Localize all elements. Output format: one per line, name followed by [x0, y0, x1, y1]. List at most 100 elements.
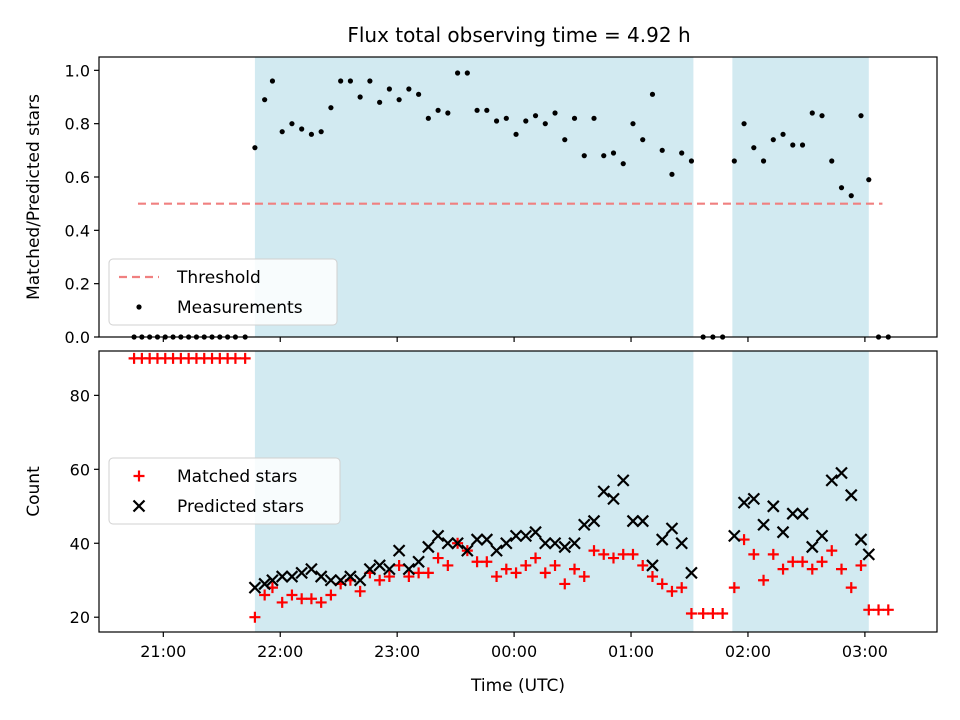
predicted-marker-8	[324, 573, 338, 587]
predicted-marker-31	[548, 536, 562, 550]
matched-marker-28	[374, 574, 386, 586]
predicted-marker-32	[558, 540, 572, 554]
predicted-marker-3	[275, 570, 289, 583]
predicted-marker-0	[248, 581, 262, 594]
measurement-point-74	[829, 158, 835, 164]
matched-marker-44	[530, 552, 542, 564]
measurement-point-15	[252, 145, 258, 151]
y-tick-label: 60	[70, 460, 90, 479]
matched-marker-64	[728, 582, 740, 594]
measurement-point-19	[289, 121, 295, 127]
y-tick-label: 1.0	[65, 61, 90, 80]
predicted-marker-2	[266, 573, 279, 587]
matched-marker-16	[259, 589, 271, 601]
matched-marker-14	[239, 352, 251, 364]
predicted-marker-17	[412, 555, 425, 569]
matched-marker-54	[627, 548, 639, 560]
measurement-point-28	[377, 99, 383, 105]
matched-marker-74	[826, 545, 838, 557]
predicted-marker-37	[607, 492, 620, 506]
matched-marker-53	[617, 548, 629, 560]
measurement-point-39	[484, 107, 490, 113]
predicted-marker-24	[480, 533, 494, 546]
legend-label: Matched stars	[177, 467, 297, 487]
x-tick-label: 00:00	[491, 642, 537, 661]
measurement-point-53	[620, 161, 626, 167]
predicted-marker-13	[373, 559, 386, 572]
measurement-point-22	[318, 129, 324, 135]
legend-label: Measurements	[177, 298, 303, 318]
measurement-point-16	[262, 97, 268, 103]
matched-marker-65	[738, 534, 750, 546]
predicted-marker-44	[675, 536, 688, 550]
predicted-marker-4	[285, 570, 299, 583]
matched-marker-19	[286, 589, 298, 601]
x-tick-label: 22:00	[257, 642, 303, 661]
measurement-point-72	[809, 110, 815, 116]
x-tick-label: 21:00	[140, 642, 186, 661]
predicted-marker-12	[363, 562, 377, 576]
matched-marker-31	[403, 571, 415, 583]
matched-marker-45	[539, 567, 551, 579]
measurement-point-18	[279, 129, 285, 135]
measurement-point-33	[425, 115, 431, 121]
legend-box	[108, 457, 341, 525]
legend-x-swatch	[132, 499, 146, 513]
measurement-point-20	[299, 126, 305, 132]
predicted-marker-25	[490, 544, 503, 557]
measurement-point-23	[328, 105, 334, 111]
predicted-marker-22	[461, 544, 474, 557]
predicted-marker-38	[616, 474, 630, 487]
matched-marker-43	[520, 559, 532, 571]
measurement-point-48	[571, 115, 578, 121]
predicted-marker-14	[383, 562, 396, 576]
measurement-point-51	[601, 153, 607, 159]
y-tick-label: 0.6	[65, 168, 90, 187]
matched-marker-71	[797, 556, 809, 568]
matched-marker-59	[676, 582, 688, 594]
predicted-marker-1	[258, 577, 271, 591]
matched-marker-62	[707, 608, 719, 620]
matched-marker-55	[637, 559, 649, 571]
predicted-marker-30	[539, 536, 552, 550]
legend-label: Predicted stars	[177, 497, 304, 517]
matched-marker-58	[666, 585, 678, 597]
axes-frame	[98, 56, 938, 338]
measurement-point-34	[435, 107, 441, 113]
legend-plus-swatch	[133, 470, 145, 482]
y-tick-label: 20	[70, 608, 90, 627]
measurement-point-75	[838, 185, 845, 191]
predicted-marker-45	[685, 566, 698, 580]
predicted-marker-20	[441, 536, 455, 550]
matched-marker-51	[598, 548, 610, 560]
measurement-point-43	[523, 118, 529, 124]
predicted-marker-9	[334, 573, 347, 587]
matched-marker-15	[249, 611, 261, 623]
predicted-marker-29	[529, 525, 542, 539]
y-axis-label: Count	[24, 466, 44, 517]
matched-marker-30	[393, 559, 405, 571]
legend-label: Threshold	[176, 268, 261, 288]
predicted-marker-47	[737, 496, 751, 509]
measurement-point-60	[688, 158, 695, 164]
predicted-marker-15	[392, 544, 406, 557]
matched-marker-13	[229, 352, 241, 364]
measurement-point-77	[858, 113, 864, 119]
x-tick-label: 01:00	[608, 642, 654, 661]
measurement-point-58	[669, 171, 675, 177]
matched-marker-23	[325, 589, 337, 601]
matched-marker-73	[816, 556, 828, 568]
matched-marker-69	[777, 563, 789, 575]
measurement-point-24	[338, 78, 344, 84]
matched-marker-39	[481, 556, 493, 568]
measurement-point-49	[581, 153, 587, 159]
predicted-marker-46	[728, 529, 741, 543]
measurement-point-27	[367, 78, 373, 84]
matched-marker-49	[578, 571, 590, 583]
measurement-point-40	[493, 118, 500, 124]
measurement-point-76	[848, 193, 854, 199]
measurement-point-50	[591, 115, 597, 121]
matched-marker-18	[276, 596, 288, 608]
predicted-marker-59	[854, 533, 868, 546]
predicted-marker-39	[626, 514, 640, 528]
